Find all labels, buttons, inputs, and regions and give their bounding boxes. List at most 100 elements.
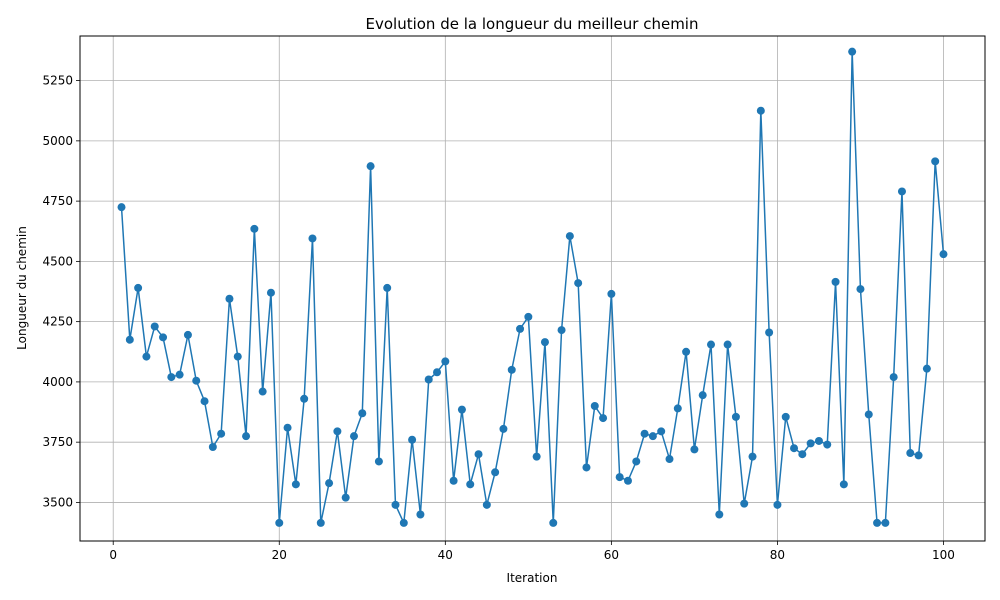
data-point [765,328,774,337]
data-point [258,387,267,396]
data-point [125,335,134,344]
data-point [599,414,608,423]
data-point [690,445,699,454]
data-point [233,352,242,361]
chart-title: Evolution de la longueur du meilleur che… [366,15,699,33]
y-tick-label: 4250 [42,315,73,329]
data-point [607,289,616,298]
data-point [142,352,151,361]
data-point [266,288,275,297]
series-path [117,47,948,527]
data-point [159,333,168,342]
data-point [150,322,159,331]
data-point [773,500,782,509]
data-point [366,162,375,171]
data-point [217,429,226,438]
data-point [673,404,682,413]
x-axis-label: Iteration [507,571,558,585]
data-point [707,340,716,349]
data-point [698,391,707,400]
data-point [790,444,799,453]
x-tick-label: 0 [109,548,117,562]
data-point [200,397,209,406]
data-point [831,277,840,286]
data-point [665,455,674,464]
data-point [715,510,724,519]
data-point [134,283,143,292]
data-point [731,412,740,421]
data-point [192,376,201,385]
data-point [308,234,317,243]
x-tick-label: 80 [770,548,785,562]
data-point [590,402,599,411]
data-point [814,436,823,445]
data-point [358,409,367,418]
y-axis-ticks: 3500 3750 4000 4250 4500 4750 5000 5250 [42,74,80,509]
data-point [881,518,890,527]
data-point [183,330,192,339]
data-point [682,347,691,356]
data-point [557,326,566,335]
data-point [524,312,533,321]
data-point [416,510,425,519]
data-point [482,500,491,509]
data-point [549,518,558,527]
x-tick-label: 40 [438,548,453,562]
data-point [507,365,516,374]
data-point [391,500,400,509]
data-point [565,232,574,241]
data-point [516,324,525,333]
data-point [781,412,790,421]
data-point [424,375,433,384]
y-tick-label: 4000 [42,375,73,389]
x-tick-label: 100 [932,548,955,562]
data-point [242,432,251,441]
data-point [208,442,217,451]
data-point [632,457,641,466]
data-point [723,340,732,349]
data-point [740,499,749,508]
data-point [648,432,657,441]
data-point [906,449,915,458]
data-point [748,452,757,461]
data-point [333,427,342,436]
data-point [623,476,632,485]
data-point [341,493,350,502]
data-point [931,157,940,166]
data-point [756,106,765,115]
data-point [889,373,898,382]
data-point [457,405,466,414]
plot-frame [79,35,986,542]
data-point [167,373,176,382]
x-tick-label: 60 [604,548,619,562]
y-tick-label: 4750 [42,194,73,208]
data-point [441,357,450,366]
data-point [914,451,923,460]
grid-lines [80,36,985,541]
data-point [433,368,442,377]
data-point [823,440,832,449]
data-point [922,364,931,373]
data-point [474,450,483,459]
x-axis-ticks: 0 20 40 60 80 100 [109,541,955,562]
y-tick-label: 5000 [42,134,73,148]
data-point [300,394,309,403]
y-tick-label: 3750 [42,435,73,449]
data-point [582,463,591,472]
data-point [897,187,906,196]
data-point [399,518,408,527]
data-point [806,439,815,448]
data-point [466,480,475,489]
data-point [939,250,948,259]
data-point [532,452,541,461]
data-point [349,432,358,441]
data-point [873,518,882,527]
data-point [316,518,325,527]
x-tick-label: 20 [272,548,287,562]
data-point [383,283,392,292]
data-point [325,479,334,488]
data-point [449,476,458,485]
data-point [798,450,807,459]
data-point [856,285,865,294]
